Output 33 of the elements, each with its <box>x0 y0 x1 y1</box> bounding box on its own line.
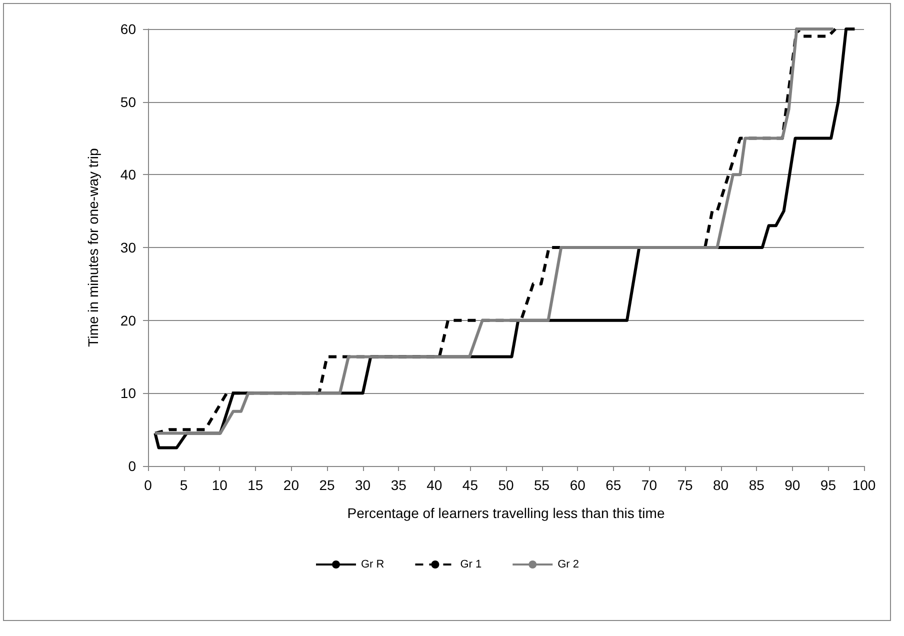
x-tick-label: 55 <box>534 477 550 493</box>
x-tick-label: 20 <box>283 477 300 493</box>
x-tick-label: 10 <box>212 477 228 493</box>
y-tick-label: 10 <box>120 385 136 402</box>
x-tick-label: 25 <box>319 477 335 493</box>
x-tick-label: 5 <box>180 477 188 493</box>
x-axis-title: Percentage of learners travelling less than this time <box>347 505 665 521</box>
x-tick-label: 90 <box>784 477 800 493</box>
y-tick-label: 50 <box>120 94 136 110</box>
y-tick-label: 60 <box>120 21 136 37</box>
x-tick-label: 60 <box>570 477 586 493</box>
legend-label: Gr R <box>360 558 384 570</box>
x-tick-label: 95 <box>820 477 836 493</box>
x-tick-label: 30 <box>355 477 371 493</box>
y-tick-label: 40 <box>120 166 136 183</box>
y-tick-label: 0 <box>128 458 136 474</box>
y-tick-label: 30 <box>120 240 136 256</box>
legend-label: Gr 2 <box>558 558 580 570</box>
legend-label: Gr 1 <box>460 558 482 570</box>
y-tick-label: 20 <box>120 312 136 328</box>
x-tick-label: 80 <box>713 477 729 493</box>
x-tick-label: 85 <box>748 477 765 493</box>
x-tick-label: 15 <box>248 477 264 493</box>
y-axis-title: Time in minutes for one-way trip <box>85 148 101 347</box>
x-tick-label: 50 <box>498 477 514 493</box>
x-tick-label: 65 <box>606 477 622 493</box>
x-tick-label: 40 <box>426 477 442 493</box>
x-tick-label: 70 <box>641 477 658 493</box>
x-tick-label: 100 <box>852 477 876 493</box>
x-tick-label: 0 <box>144 477 152 493</box>
x-tick-label: 45 <box>462 477 478 493</box>
x-tick-label: 75 <box>677 477 693 493</box>
x-tick-label: 35 <box>390 477 407 493</box>
